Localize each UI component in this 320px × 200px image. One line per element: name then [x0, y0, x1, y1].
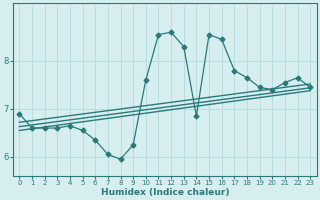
X-axis label: Humidex (Indice chaleur): Humidex (Indice chaleur) [100, 188, 229, 197]
